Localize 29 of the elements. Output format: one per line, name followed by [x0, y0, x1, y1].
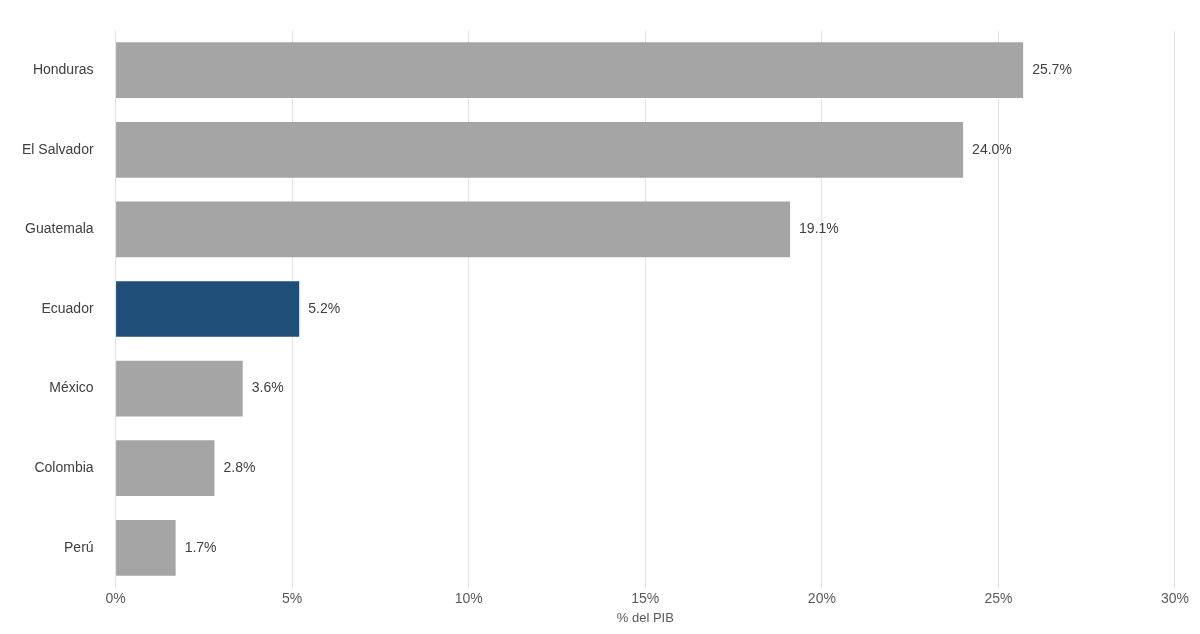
y-tick-label: Honduras: [32, 61, 94, 78]
data-label: 5.2%: [308, 299, 341, 316]
x-tick-label: 25%: [984, 589, 1013, 606]
x-tick-label: 15%: [631, 589, 660, 606]
bar: [116, 121, 964, 178]
data-label: 3.6%: [251, 379, 284, 396]
y-tick-label: Perú: [64, 538, 94, 555]
bar: [116, 201, 791, 258]
bar: [116, 42, 1024, 99]
data-label: 24.0%: [972, 140, 1012, 157]
y-tick-label: Ecuador: [41, 299, 94, 316]
x-tick-label: 10%: [454, 589, 483, 606]
bar: [116, 519, 176, 576]
x-tick-label: 20%: [807, 589, 836, 606]
data-label: 1.7%: [184, 538, 217, 555]
x-tick-label: 0%: [105, 589, 126, 606]
x-axis-title: % del PIB: [616, 609, 674, 625]
y-tick-label: Colombia: [34, 459, 94, 476]
data-label: 2.8%: [223, 459, 256, 476]
y-tick-label: Guatemala: [25, 220, 94, 237]
y-tick-label: México: [49, 379, 94, 396]
y-tick-label: El Salvador: [22, 140, 94, 157]
x-tick-label: 30%: [1160, 589, 1190, 606]
bar: [116, 360, 243, 417]
data-label: 19.1%: [799, 220, 839, 237]
bar: [116, 281, 300, 337]
x-tick-label: 5%: [282, 589, 303, 606]
data-label: 25.7%: [1032, 61, 1072, 78]
bar: [116, 440, 215, 497]
